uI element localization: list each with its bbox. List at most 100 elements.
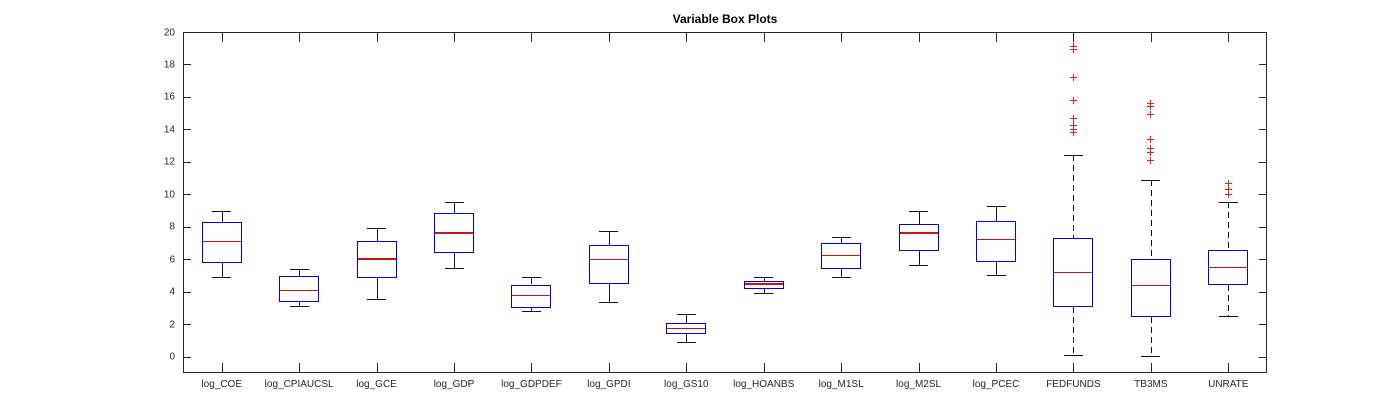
- outlier-marker: [1069, 114, 1077, 122]
- y-tick-label: 6: [169, 254, 175, 266]
- upper-whisker-line: [376, 227, 378, 241]
- x-tick-mark-bottom: [996, 363, 997, 372]
- y-tick-mark-left: [184, 259, 191, 261]
- iqr-box: [201, 221, 242, 263]
- outlier-marker: [1147, 111, 1155, 119]
- upper-whisker-line: [608, 230, 610, 245]
- y-tick-mark-left: [184, 96, 191, 98]
- outlier-marker: [1069, 125, 1077, 133]
- outlier-marker: [1147, 145, 1155, 153]
- x-tick-mark-top: [376, 33, 378, 42]
- y-tick-mark-left: [184, 194, 191, 196]
- lower-whisker-cap: [1218, 316, 1238, 318]
- lower-whisker-cap: [676, 342, 696, 344]
- lower-whisker-cap: [1063, 355, 1083, 357]
- lower-whisker-line: [376, 278, 378, 300]
- x-tick-label: log_PCEC: [972, 379, 1020, 390]
- x-tick-mark-top: [299, 33, 301, 42]
- x-tick-mark-bottom: [763, 363, 765, 372]
- outlier-marker: [1147, 135, 1155, 143]
- x-tick-mark-bottom: [531, 363, 533, 372]
- x-tick-label: log_GDPDEF: [501, 379, 562, 390]
- x-tick-label: log_GDP: [433, 379, 475, 390]
- y-tick-mark-right: [1259, 96, 1266, 98]
- iqr-box: [434, 213, 474, 253]
- lower-whisker-line: [608, 283, 610, 302]
- iqr-box: [1053, 238, 1094, 308]
- x-tick-mark-bottom: [1150, 363, 1152, 372]
- iqr-box: [743, 281, 784, 290]
- upper-whisker-line: [763, 277, 765, 282]
- y-tick-label: 0: [169, 351, 175, 363]
- lower-whisker-cap: [1141, 355, 1161, 357]
- upper-whisker-cap: [521, 277, 541, 279]
- upper-whisker-cap: [1218, 201, 1238, 203]
- y-tick-label: 10: [163, 189, 175, 201]
- y-tick-label: 20: [163, 27, 175, 38]
- y-tick-label: 4: [169, 286, 175, 298]
- lower-whisker-cap: [212, 277, 232, 279]
- lower-whisker-line: [841, 269, 843, 278]
- x-tick-mark-bottom: [608, 363, 610, 372]
- y-tick-mark-left: [184, 356, 191, 358]
- lower-whisker-line: [299, 301, 301, 307]
- outlier-marker: [1147, 99, 1155, 107]
- outlier-marker: [1147, 156, 1155, 164]
- x-tick-mark-top: [1073, 33, 1075, 42]
- y-tick-label: 14: [163, 124, 175, 136]
- upper-whisker-cap: [444, 201, 464, 203]
- upper-whisker-line: [299, 269, 301, 277]
- median-line: [667, 327, 706, 330]
- median-line: [280, 289, 319, 292]
- iqr-box: [1130, 259, 1171, 317]
- upper-whisker-cap: [599, 230, 619, 232]
- lower-whisker-line: [1228, 285, 1230, 317]
- lower-whisker-cap: [289, 306, 309, 308]
- upper-whisker-cap: [986, 205, 1006, 207]
- x-tick-label: log_CPIAUCSL: [264, 379, 334, 390]
- y-tick-label: 16: [163, 91, 175, 103]
- lower-whisker-cap: [986, 274, 1006, 276]
- x-tick-label: FEDFUNDS: [1046, 379, 1101, 390]
- iqr-box: [588, 244, 629, 284]
- x-tick-mark-bottom: [686, 363, 688, 372]
- x-tick-label: log_GS10: [664, 379, 709, 390]
- x-tick-mark-bottom: [221, 363, 223, 372]
- lower-whisker-line: [1073, 307, 1075, 356]
- x-tick-label: log_M2SL: [896, 379, 942, 390]
- y-tick-label: 18: [163, 59, 175, 71]
- y-tick-mark-right: [1259, 161, 1266, 163]
- lower-whisker-line: [1150, 316, 1152, 356]
- x-tick-mark-top: [531, 33, 533, 42]
- upper-whisker-cap: [831, 237, 851, 239]
- x-tick-label: log_M1SL: [818, 379, 864, 390]
- x-tick-label: log_HOANBS: [733, 379, 795, 390]
- outlier-marker: [1069, 43, 1077, 51]
- upper-whisker-cap: [909, 210, 929, 212]
- x-tick-mark-bottom: [841, 363, 843, 372]
- upper-whisker-cap: [676, 313, 696, 315]
- lower-whisker-cap: [444, 268, 464, 270]
- median-line: [822, 254, 861, 257]
- lower-whisker-cap: [831, 277, 851, 279]
- median-line: [202, 240, 241, 243]
- y-tick-mark-right: [1259, 226, 1266, 228]
- x-tick-mark-top: [608, 33, 610, 42]
- x-tick-mark-bottom: [376, 363, 378, 372]
- upper-whisker-cap: [754, 277, 774, 279]
- y-tick-mark-left: [184, 64, 191, 66]
- upper-whisker-line: [1228, 201, 1230, 250]
- x-tick-label: log_COE: [201, 379, 242, 390]
- y-tick-label: 12: [163, 156, 175, 168]
- x-tick-mark-top: [1228, 33, 1230, 42]
- median-line: [977, 238, 1015, 241]
- y-tick-mark-right: [1259, 32, 1266, 33]
- median-line: [512, 294, 551, 297]
- median-line: [899, 232, 938, 234]
- y-tick-mark-right: [1259, 194, 1266, 196]
- upper-whisker-cap: [1141, 179, 1161, 181]
- outlier-marker: [1224, 179, 1232, 187]
- upper-whisker-line: [454, 201, 455, 214]
- iqr-box: [666, 323, 707, 335]
